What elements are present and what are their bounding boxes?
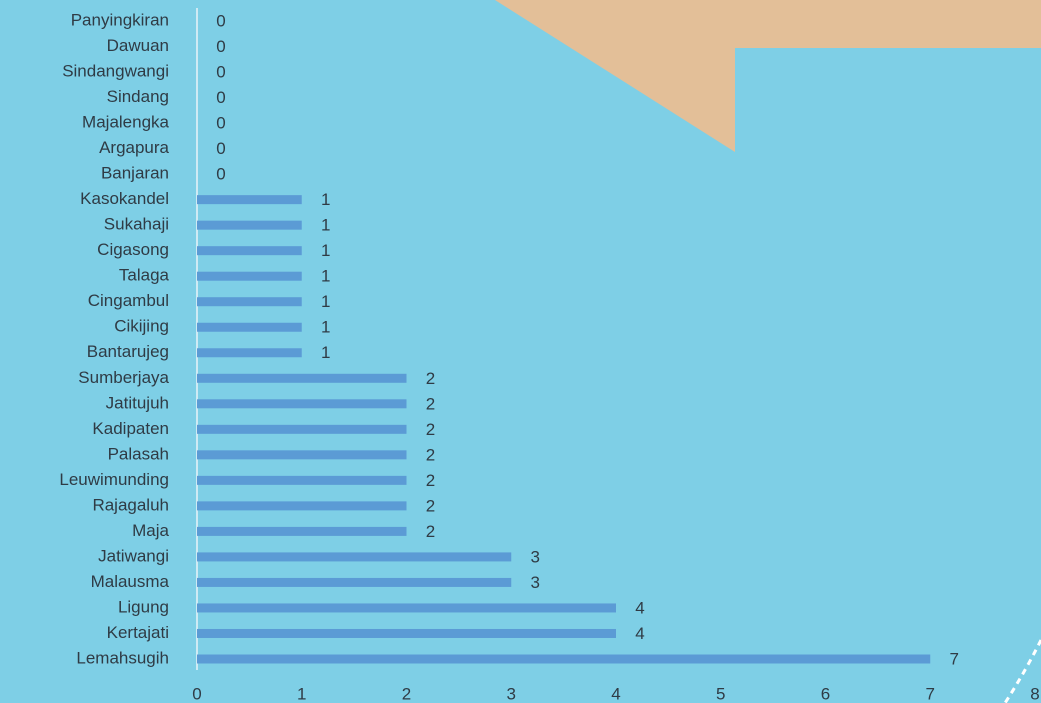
y-tick-label: Palasah xyxy=(108,444,169,463)
x-tick-label: 3 xyxy=(507,684,516,703)
x-tick-label: 8 xyxy=(1030,684,1039,703)
value-label: 3 xyxy=(531,573,540,592)
bar xyxy=(197,552,512,562)
x-tick-label: 7 xyxy=(926,684,935,703)
y-tick-label: Leuwimunding xyxy=(59,470,169,489)
y-tick-label: Kertajati xyxy=(107,623,169,642)
value-label: 0 xyxy=(216,88,225,107)
value-label: 1 xyxy=(321,343,330,362)
y-tick-label: Talaga xyxy=(119,266,170,285)
value-label: 7 xyxy=(950,649,959,668)
bar xyxy=(197,424,407,434)
x-tick-label: 1 xyxy=(297,684,306,703)
y-tick-label: Sindangwangi xyxy=(62,62,169,81)
bar xyxy=(197,450,407,460)
y-tick-label: Cigasong xyxy=(97,240,169,259)
y-tick-label: Bantarujeg xyxy=(87,342,169,361)
value-label: 0 xyxy=(216,114,225,133)
y-tick-label: Sukahaji xyxy=(104,215,169,234)
bar xyxy=(197,348,302,358)
y-tick-label: Lemahsugih xyxy=(76,648,169,667)
y-tick-label: Sumberjaya xyxy=(78,368,169,387)
value-label: 4 xyxy=(635,598,644,617)
bar xyxy=(197,399,407,409)
value-label: 1 xyxy=(321,190,330,209)
y-tick-label: Ligung xyxy=(118,597,169,616)
bar xyxy=(197,628,616,638)
value-label: 2 xyxy=(426,369,435,388)
bar xyxy=(197,501,407,511)
x-tick-label: 4 xyxy=(611,684,620,703)
bar xyxy=(197,220,302,230)
bar xyxy=(197,526,407,536)
decor-curve xyxy=(1003,639,1041,703)
value-label: 1 xyxy=(321,292,330,311)
y-tick-label: Cingambul xyxy=(88,291,169,310)
value-label: 1 xyxy=(321,216,330,235)
x-tick-label: 0 xyxy=(192,684,201,703)
y-tick-label: Rajagaluh xyxy=(92,495,169,514)
bar xyxy=(197,271,302,281)
bar xyxy=(197,577,512,587)
value-label: 0 xyxy=(216,165,225,184)
bar xyxy=(197,195,302,205)
x-tick-label: 2 xyxy=(402,684,411,703)
y-tick-label: Majalengka xyxy=(82,113,169,132)
value-label: 0 xyxy=(216,37,225,56)
value-label: 1 xyxy=(321,241,330,260)
value-label: 2 xyxy=(426,420,435,439)
y-tick-label: Panyingkiran xyxy=(71,10,169,29)
value-label: 2 xyxy=(426,445,435,464)
y-tick-label: Jatitujuh xyxy=(106,393,169,412)
bar xyxy=(197,475,407,485)
y-tick-label: Banjaran xyxy=(101,164,169,183)
y-tick-label: Jatiwangi xyxy=(98,546,169,565)
value-label: 2 xyxy=(426,394,435,413)
bar xyxy=(197,603,616,613)
y-tick-label: Argapura xyxy=(99,138,169,157)
y-tick-label: Dawuan xyxy=(107,36,169,55)
x-tick-label: 6 xyxy=(821,684,830,703)
decor-shape xyxy=(495,0,1041,152)
value-label: 0 xyxy=(216,139,225,158)
y-tick-label: Kadipaten xyxy=(92,419,169,438)
value-label: 0 xyxy=(216,11,225,30)
bar xyxy=(197,297,302,307)
value-label: 3 xyxy=(531,547,540,566)
y-tick-label: Maja xyxy=(132,521,169,540)
y-tick-label: Cikijing xyxy=(114,317,169,336)
value-label: 2 xyxy=(426,471,435,490)
value-label: 1 xyxy=(321,318,330,337)
bar xyxy=(197,654,931,664)
bar xyxy=(197,373,407,383)
value-label: 4 xyxy=(635,624,644,643)
y-tick-label: Sindang xyxy=(107,87,169,106)
value-label: 1 xyxy=(321,267,330,286)
x-tick-label: 5 xyxy=(716,684,725,703)
bar xyxy=(197,322,302,332)
value-label: 2 xyxy=(426,496,435,515)
value-label: 2 xyxy=(426,522,435,541)
bar xyxy=(197,246,302,256)
y-tick-label: Kasokandel xyxy=(80,189,169,208)
value-label: 0 xyxy=(216,63,225,82)
y-tick-label: Malausma xyxy=(91,572,170,591)
